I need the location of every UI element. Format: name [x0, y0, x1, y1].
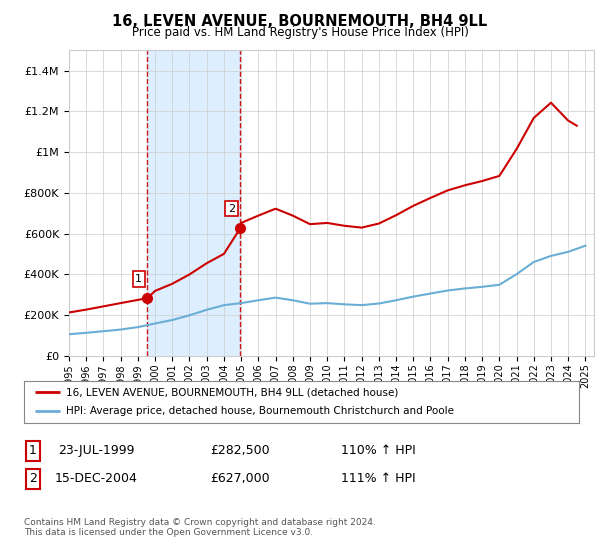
Text: 16, LEVEN AVENUE, BOURNEMOUTH, BH4 9LL (detached house): 16, LEVEN AVENUE, BOURNEMOUTH, BH4 9LL (…: [65, 387, 398, 397]
Text: 1: 1: [135, 274, 142, 284]
Text: £282,500: £282,500: [210, 444, 270, 458]
Text: 16, LEVEN AVENUE, BOURNEMOUTH, BH4 9LL: 16, LEVEN AVENUE, BOURNEMOUTH, BH4 9LL: [112, 14, 488, 29]
Text: 2: 2: [228, 204, 235, 214]
Text: 111% ↑ HPI: 111% ↑ HPI: [341, 472, 415, 486]
Text: 110% ↑ HPI: 110% ↑ HPI: [341, 444, 415, 458]
Text: Price paid vs. HM Land Registry's House Price Index (HPI): Price paid vs. HM Land Registry's House …: [131, 26, 469, 39]
Bar: [148, 50, 241, 356]
Text: HPI: Average price, detached house, Bournemouth Christchurch and Poole: HPI: Average price, detached house, Bour…: [65, 407, 454, 417]
Text: Contains HM Land Registry data © Crown copyright and database right 2024.
This d: Contains HM Land Registry data © Crown c…: [24, 518, 376, 538]
Text: 15-DEC-2004: 15-DEC-2004: [55, 472, 137, 486]
Text: 23-JUL-1999: 23-JUL-1999: [58, 444, 134, 458]
Text: 1: 1: [29, 444, 37, 458]
Text: 2: 2: [29, 472, 37, 486]
Text: £627,000: £627,000: [210, 472, 270, 486]
